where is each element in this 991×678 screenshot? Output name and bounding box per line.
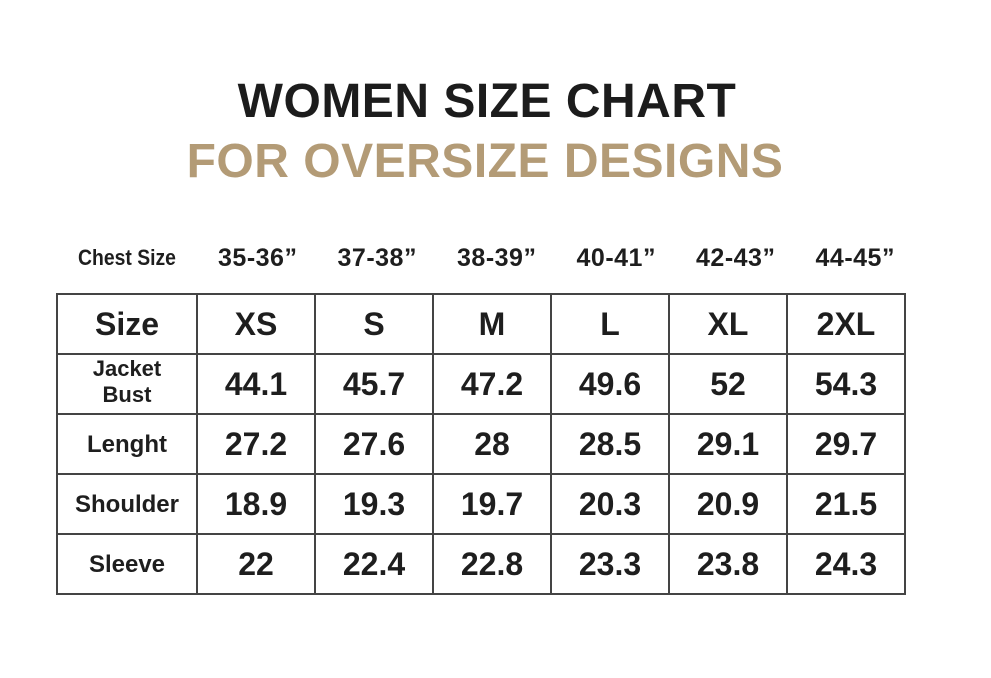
- row-label-line: Bust: [102, 382, 152, 407]
- table-cell: 45.7: [314, 353, 434, 415]
- chest-size-value: 38-39”: [457, 243, 537, 272]
- table-cell: 19.3: [314, 473, 434, 535]
- chest-size-value: 44-45”: [815, 243, 895, 272]
- table-cell: 21.5: [786, 473, 906, 535]
- table-cell: 27.6: [314, 413, 434, 475]
- table-row-sleeve: Sleeve 22 22.4 22.8 23.3 23.8 24.3: [56, 533, 906, 595]
- table-cell: 20.3: [550, 473, 670, 535]
- row-label-sleeve: Sleeve: [56, 533, 198, 595]
- table-cell: 49.6: [550, 353, 670, 415]
- table-cell: 23.8: [668, 533, 788, 595]
- table-cell: 22.4: [314, 533, 434, 595]
- table-row-length: Lenght 27.2 27.6 28 28.5 29.1 29.7: [56, 413, 906, 475]
- page-subtitle: FOR OVERSIZE DESIGNS: [186, 135, 784, 188]
- table-cell: 18.9: [196, 473, 316, 535]
- row-label-shoulder: Shoulder: [56, 473, 198, 535]
- chest-size-value: 37-38”: [337, 243, 417, 272]
- size-header-cell: M: [432, 293, 552, 355]
- page-title: WOMEN SIZE CHART: [237, 75, 737, 128]
- table-row-shoulder: Shoulder 18.9 19.3 19.7 20.3 20.9 21.5: [56, 473, 906, 535]
- table-cell: 29.1: [668, 413, 788, 475]
- table-cell: 20.9: [668, 473, 788, 535]
- table-cell: 44.1: [196, 353, 316, 415]
- table-cell: 23.3: [550, 533, 670, 595]
- size-row-label: Size: [56, 293, 198, 355]
- table-cell: 29.7: [786, 413, 906, 475]
- table-cell: 22: [196, 533, 316, 595]
- chest-size-value: 42-43”: [696, 243, 776, 272]
- table-cell: 28: [432, 413, 552, 475]
- chest-size-value: 40-41”: [576, 243, 656, 272]
- table-cell: 24.3: [786, 533, 906, 595]
- size-header-cell: XS: [196, 293, 316, 355]
- size-header-cell: 2XL: [786, 293, 906, 355]
- table-cell: 27.2: [196, 413, 316, 475]
- chest-size-label: Chest Size: [78, 245, 176, 270]
- size-header-cell: XL: [668, 293, 788, 355]
- table-cell: 47.2: [432, 353, 552, 415]
- row-label-length: Lenght: [56, 413, 198, 475]
- chest-size-value: 35-36”: [218, 243, 298, 272]
- size-header-cell: L: [550, 293, 670, 355]
- row-label-line: Jacket: [92, 356, 162, 381]
- table-cell: 22.8: [432, 533, 552, 595]
- chest-size-row: Chest Size 35-36” 37-38” 38-39” 40-41” 4…: [56, 240, 915, 276]
- table-cell: 19.7: [432, 473, 552, 535]
- table-cell: 54.3: [786, 353, 906, 415]
- row-label-jacket-bust: Jacket Bust: [56, 353, 198, 415]
- size-header-cell: S: [314, 293, 434, 355]
- size-table: Size XS S M L XL 2XL Jacket Bust 44.1 45…: [56, 293, 906, 595]
- table-cell: 28.5: [550, 413, 670, 475]
- table-cell: 52: [668, 353, 788, 415]
- size-header-row: Size XS S M L XL 2XL: [56, 293, 906, 355]
- table-row-jacket-bust: Jacket Bust 44.1 45.7 47.2 49.6 52 54.3: [56, 353, 906, 415]
